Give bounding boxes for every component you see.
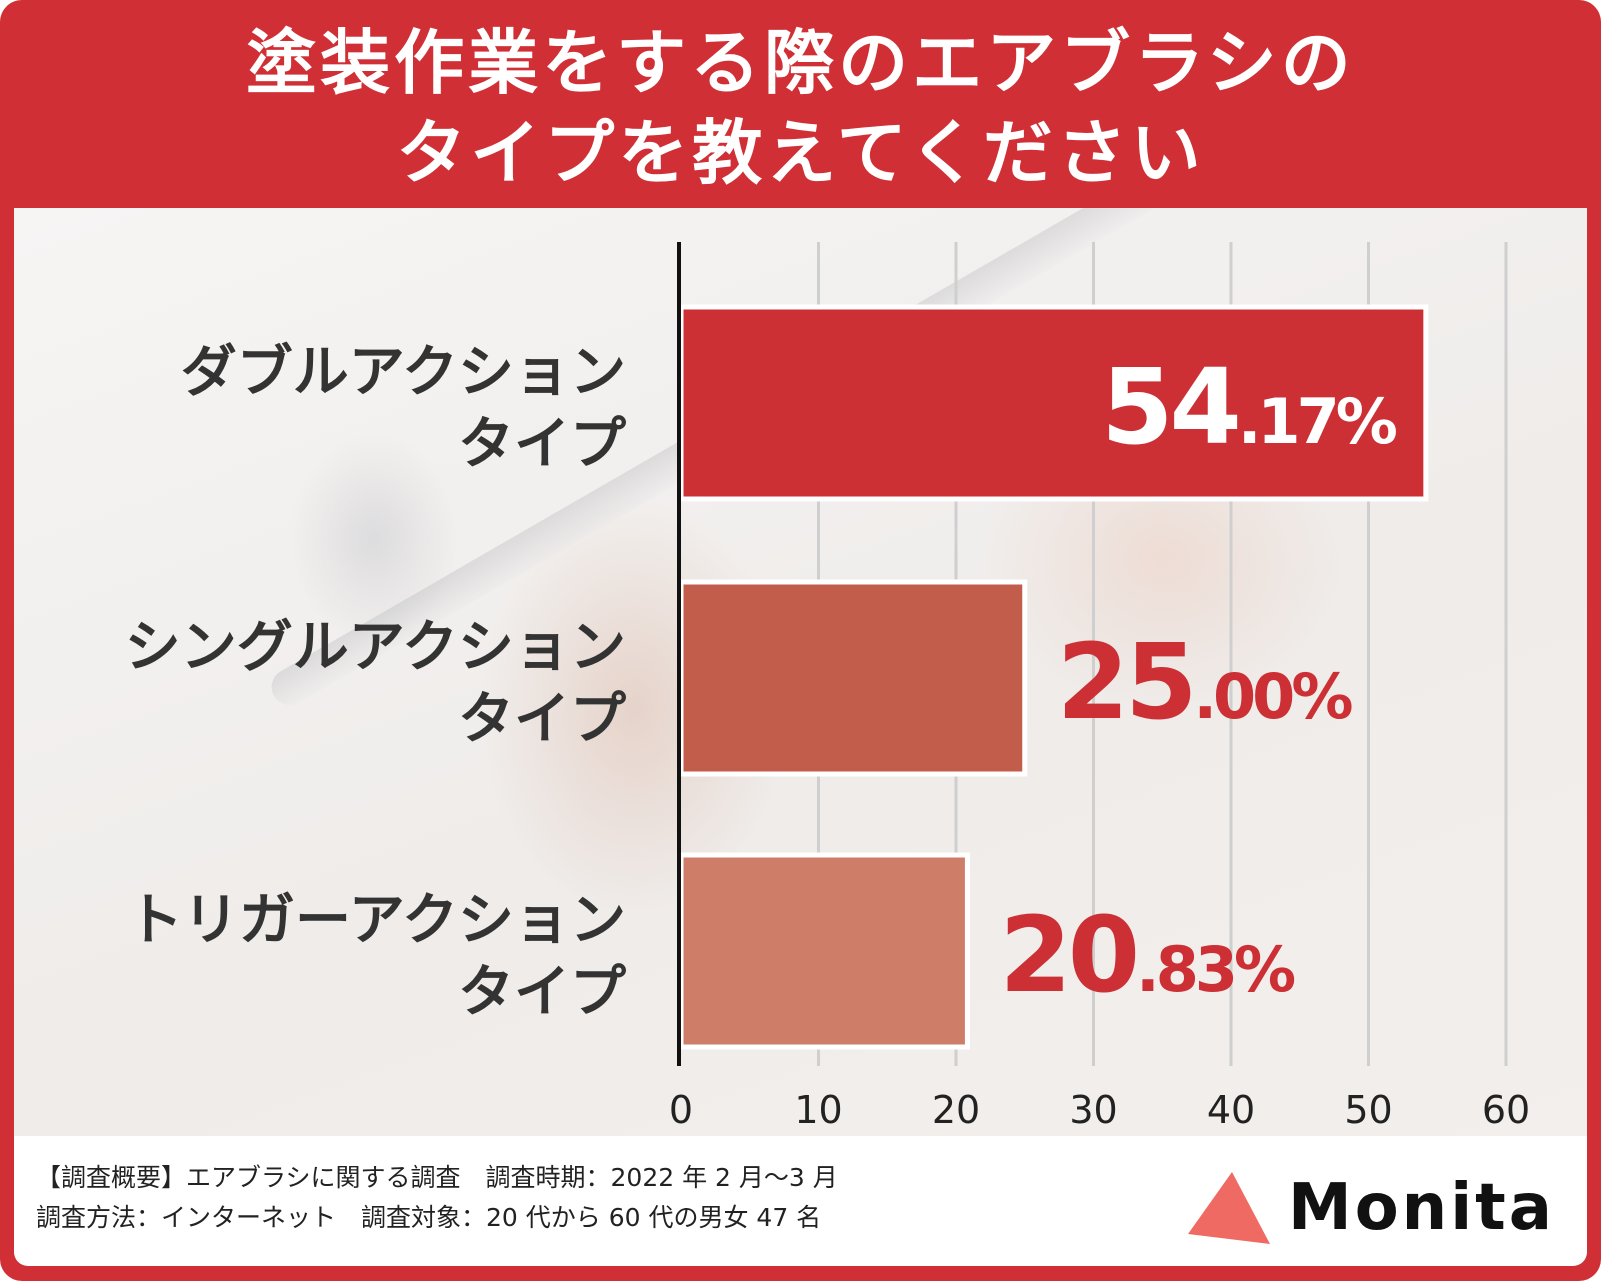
survey-summary: 【調査概要】エアブラシに関する調査 調査時期：2022 年 2 月〜3 月 調査… xyxy=(36,1158,838,1238)
logo-text: Monita xyxy=(1288,1171,1555,1245)
value-label-integer: 20 xyxy=(999,894,1136,1016)
x-tick-label: 50 xyxy=(1344,1088,1392,1132)
title-line-2: タイプを教えてください xyxy=(396,112,1205,194)
category-label: シングルアクション xyxy=(125,615,626,680)
title-line-1: 塗装作業をする際のエアブラシの xyxy=(246,22,1355,104)
bar xyxy=(678,852,970,1050)
value-label: 25.00% xyxy=(1057,621,1353,743)
value-label: 54.17% xyxy=(1101,346,1397,468)
x-tick-label: 20 xyxy=(932,1088,980,1132)
x-tick-label: 40 xyxy=(1207,1088,1255,1132)
chart-panel: ダブルアクション タイプ 54.17% シングルアクション タイプ 25.00% トリガーア… xyxy=(14,208,1587,1266)
x-tick-label: 60 xyxy=(1482,1088,1530,1132)
value-label-decimal: .00% xyxy=(1193,660,1352,733)
x-tick-label: 10 xyxy=(794,1088,842,1132)
value-label-integer: 25 xyxy=(1057,621,1194,743)
survey-line-1: 【調査概要】エアブラシに関する調査 調査時期：2022 年 2 月〜3 月 xyxy=(36,1163,838,1192)
value-label: 20.83% xyxy=(999,894,1295,1016)
logo-triangle-icon xyxy=(1188,1172,1270,1244)
value-label-integer: 54 xyxy=(1101,346,1238,468)
chart-title: 塗装作業をする際のエアブラシの タイプを教えてください xyxy=(0,18,1601,198)
category-label: タイプ xyxy=(458,687,626,752)
monita-logo: Monita xyxy=(1184,1168,1564,1248)
value-label-decimal: .83% xyxy=(1136,933,1295,1006)
value-label-decimal: .17% xyxy=(1238,385,1397,458)
category-label: タイプ xyxy=(458,960,626,1025)
bar xyxy=(678,304,1429,502)
bar xyxy=(678,579,1028,777)
category-label: トリガーアクション xyxy=(127,888,626,953)
x-tick-label: 30 xyxy=(1069,1088,1117,1132)
category-label: タイプ xyxy=(458,412,626,477)
category-label: ダブルアクション xyxy=(181,340,626,405)
x-tick-label: 0 xyxy=(669,1088,693,1132)
survey-footer: 【調査概要】エアブラシに関する調査 調査時期：2022 年 2 月〜3 月 調査… xyxy=(14,1136,1587,1266)
survey-line-2: 調査方法：インターネット 調査対象：20 代から 60 代の男女 47 名 xyxy=(36,1203,822,1232)
